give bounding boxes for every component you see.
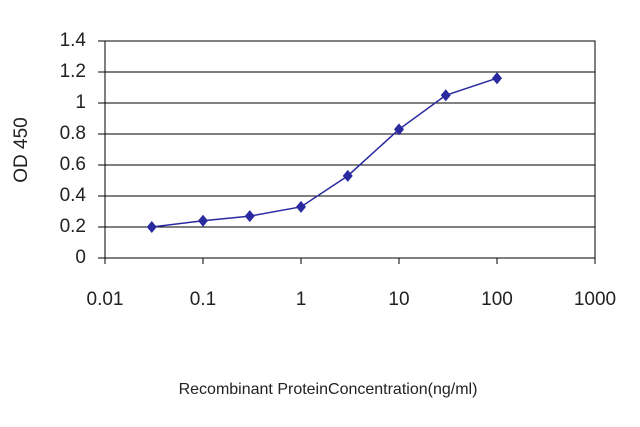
data-point [492,72,502,85]
x-tick-label: 1 [296,289,307,310]
y-tick-label: 0.8 [60,123,86,144]
x-tick-label: 0.01 [87,289,124,310]
data-point [198,214,208,227]
y-tick-label: 0.2 [60,216,86,237]
data-point [342,169,353,182]
data-point [146,221,157,233]
y-tick-label: 1 [75,92,86,113]
plot-frame [104,40,596,259]
data-point [244,210,255,223]
x-tick-label: 1000 [574,289,616,310]
x-tick-label: 0.1 [190,289,216,310]
y-tick-label: 0 [75,247,86,268]
data-point [440,89,451,102]
y-tick-label: 1.2 [60,61,86,82]
x-tick-label: 10 [388,289,409,310]
x-axis-label: Recombinant ProteinConcentration(ng/ml) [179,381,478,398]
data-point [394,123,404,136]
x-tick-label: 100 [481,289,513,310]
series-line [151,77,498,228]
y-tick-label: 1.4 [60,30,87,51]
data-point [296,200,306,213]
y-tick-label: 0.6 [60,154,86,175]
y-tick-label: 0.4 [60,185,87,206]
y-axis-label: OD 450 [11,117,32,182]
